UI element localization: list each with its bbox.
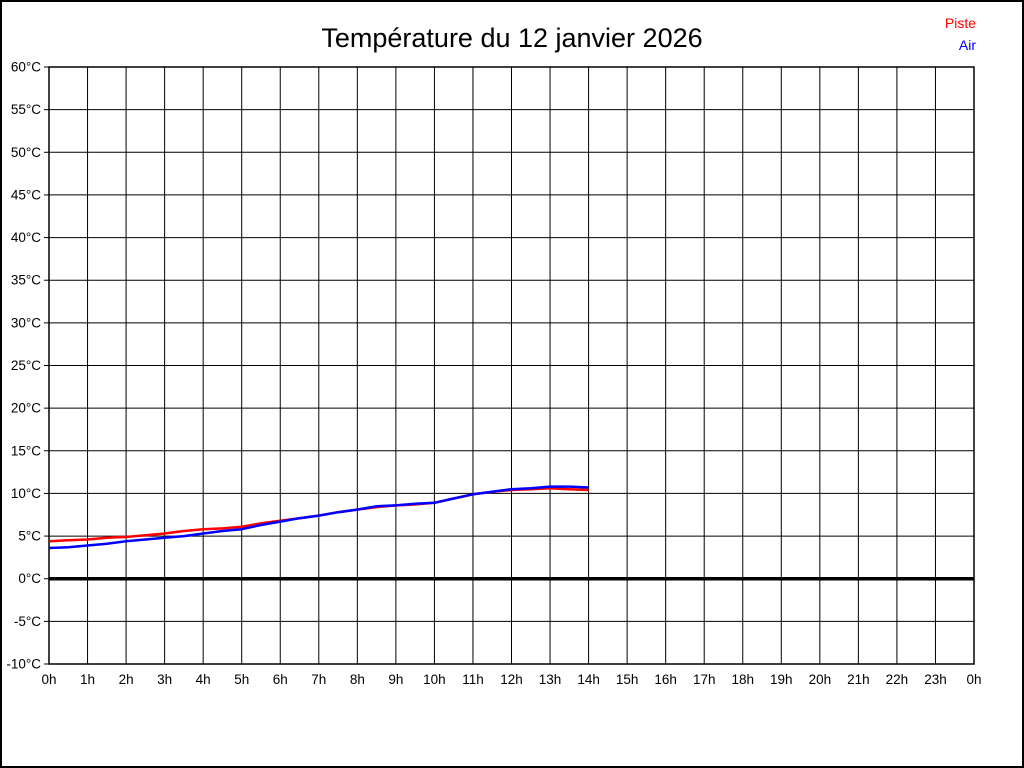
y-tick-label: 0°C [18,571,41,586]
plot-border [48,66,975,665]
x-tick-label: 14h [577,672,600,687]
y-tick-label: 25°C [11,358,41,373]
x-tick-label: 22h [886,672,909,687]
y-tick-label: 55°C [11,102,41,117]
y-tick-label: 20°C [11,401,41,416]
x-tick-label: 9h [388,672,403,687]
series-line-air [48,485,589,550]
legend-item-piste: Piste [944,15,976,31]
x-tick-label: 7h [311,672,326,687]
x-tick-label: 17h [693,672,716,687]
y-tick-label: 10°C [11,486,41,501]
x-tick-label: 18h [731,672,754,687]
chart-title: Température du 12 janvier 2026 [321,23,703,53]
x-tick-label: 5h [234,672,249,687]
chart-legend: Piste Air [945,12,976,56]
x-tick-label: 21h [847,672,870,687]
x-tick-label: 23h [924,672,947,687]
y-tick-label: 15°C [11,443,41,458]
x-tick-label: 20h [809,672,832,687]
x-tick-label: 1h [80,672,95,687]
y-tick-label: 45°C [11,187,41,202]
x-tick-label: 13h [539,672,562,687]
y-tick-label: 5°C [18,529,41,544]
x-tick-label: 0h [41,672,56,687]
x-tick-label: 16h [654,672,677,687]
y-tick-label: 30°C [11,315,41,330]
x-tick-label: 2h [119,672,134,687]
y-tick-label: -10°C [6,657,41,672]
y-tick-label: 40°C [11,230,41,245]
x-tick-label: 4h [196,672,211,687]
y-tick-label: -5°C [14,614,41,629]
x-tick-label: 6h [273,672,288,687]
x-tick-label: 3h [157,672,172,687]
x-tick-label: 12h [500,672,523,687]
x-tick-label: 8h [350,672,365,687]
x-tick-label: 0h [966,672,981,687]
x-tick-label: 19h [770,672,793,687]
legend-item-air: Air [958,37,976,53]
y-tick-label: 50°C [11,145,41,160]
y-tick-label: 35°C [11,273,41,288]
x-tick-label: 15h [616,672,639,687]
x-tick-label: 10h [423,672,446,687]
x-tick-label: 11h [462,672,484,687]
y-tick-label: 60°C [11,60,41,75]
